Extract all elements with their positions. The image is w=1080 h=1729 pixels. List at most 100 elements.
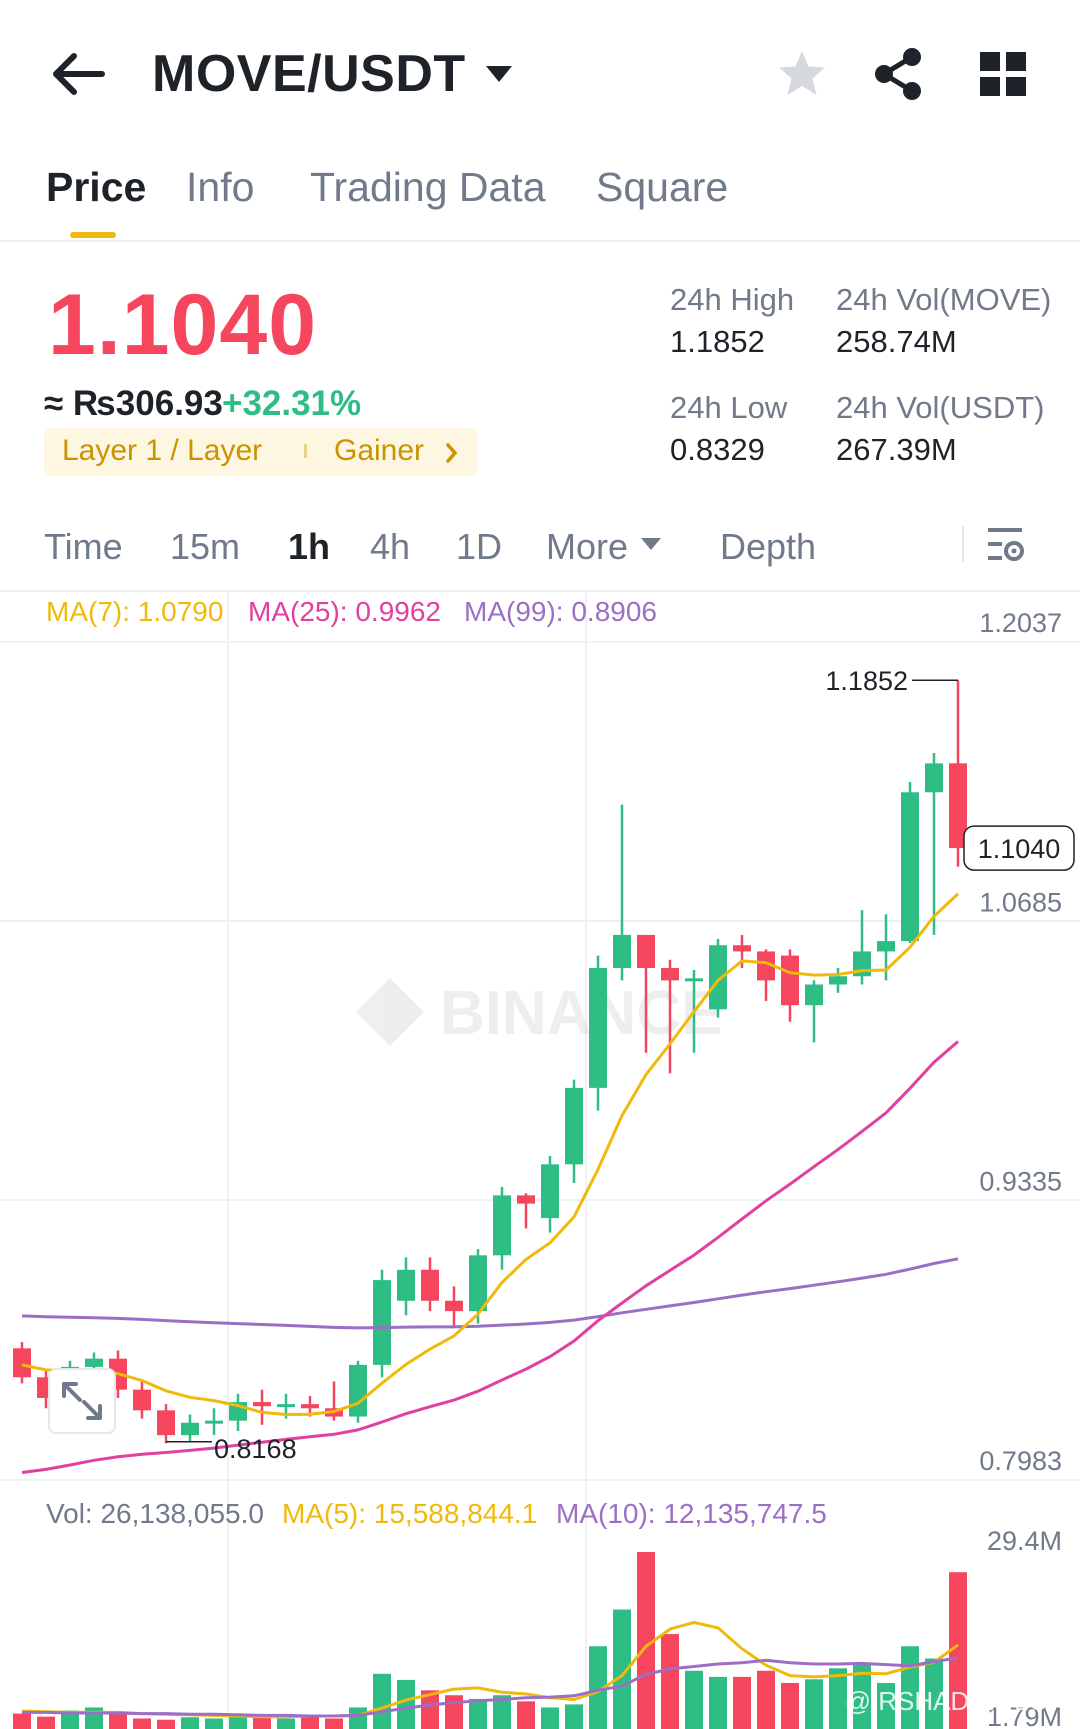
candle-body bbox=[565, 1087, 583, 1165]
candle[interactable] bbox=[373, 1269, 391, 1378]
trading-pair-title[interactable]: MOVE/USDT bbox=[152, 45, 466, 103]
tab-trading-data[interactable]: Trading Data bbox=[310, 164, 546, 210]
volume-bar bbox=[397, 1679, 415, 1729]
candle[interactable] bbox=[349, 1360, 367, 1423]
candle[interactable] bbox=[157, 1404, 175, 1444]
volume-bar bbox=[805, 1679, 823, 1729]
vol-quote-label: 24h Vol(USDT) bbox=[836, 390, 1045, 425]
caret-down-icon[interactable] bbox=[484, 62, 514, 86]
candle[interactable] bbox=[901, 781, 919, 944]
tag-gainer[interactable]: Gainer bbox=[334, 434, 425, 467]
user-watermark: @IRSHAD HULCH bbox=[844, 1686, 1066, 1716]
candle[interactable] bbox=[469, 1249, 487, 1324]
volume-bar bbox=[541, 1707, 559, 1729]
candle[interactable] bbox=[733, 934, 751, 968]
volume-bar bbox=[85, 1707, 103, 1729]
tags-pill[interactable] bbox=[44, 428, 478, 476]
candle[interactable] bbox=[13, 1342, 31, 1384]
candle[interactable] bbox=[493, 1187, 511, 1270]
candle[interactable] bbox=[829, 967, 847, 993]
candle[interactable] bbox=[637, 934, 655, 1053]
more-caret-down-icon[interactable] bbox=[640, 536, 662, 552]
candle-body bbox=[157, 1410, 175, 1436]
expand-icon bbox=[62, 1382, 102, 1420]
volume-bar bbox=[37, 1716, 55, 1729]
candle-body bbox=[709, 945, 727, 1010]
volume-bar bbox=[133, 1718, 151, 1729]
volume-bar bbox=[301, 1716, 319, 1729]
candle[interactable] bbox=[133, 1381, 151, 1419]
ma25-legend: MA(25): 0.9962 bbox=[248, 596, 441, 627]
candle[interactable] bbox=[421, 1257, 439, 1312]
vol-ma10-legend: MA(10): 12,135,747.5 bbox=[556, 1498, 827, 1529]
volume-bar bbox=[853, 1664, 871, 1729]
candle-body bbox=[301, 1404, 319, 1409]
candle[interactable] bbox=[205, 1408, 223, 1436]
volume-bar bbox=[565, 1704, 583, 1729]
tab-price[interactable]: Price bbox=[46, 164, 147, 210]
volume-bar bbox=[205, 1718, 223, 1729]
candle[interactable] bbox=[229, 1393, 247, 1432]
candle[interactable] bbox=[565, 1079, 583, 1183]
candlestick-chart[interactable]: BINANCE 1.2037 1.0685 0.9335 0.7983 29.4M 1.… bbox=[0, 590, 1080, 1729]
candle[interactable] bbox=[253, 1389, 271, 1425]
ma7-legend: MA(7): 1.0790 bbox=[46, 596, 224, 627]
candle[interactable] bbox=[661, 959, 679, 1074]
fiat-price: ≈ ₨306.93 bbox=[44, 384, 223, 423]
candle[interactable] bbox=[949, 680, 967, 867]
tab-info[interactable]: Info bbox=[186, 164, 255, 210]
interval-depth[interactable]: Depth bbox=[720, 526, 817, 567]
volume-bar bbox=[637, 1552, 655, 1729]
candle[interactable] bbox=[925, 753, 943, 935]
candle-body bbox=[85, 1358, 103, 1367]
candle[interactable] bbox=[757, 949, 775, 1002]
candle[interactable] bbox=[781, 949, 799, 1022]
svg-text:BINANCE: BINANCE bbox=[440, 979, 722, 1048]
candle[interactable] bbox=[805, 980, 823, 1043]
volume-bar bbox=[157, 1719, 175, 1729]
volume-bar bbox=[469, 1698, 487, 1729]
candle[interactable] bbox=[589, 955, 607, 1111]
candle[interactable] bbox=[517, 1193, 535, 1229]
volume-bar bbox=[709, 1676, 727, 1729]
interval-time[interactable]: Time bbox=[44, 526, 123, 567]
candle[interactable] bbox=[181, 1414, 199, 1442]
volume-bar bbox=[181, 1717, 199, 1729]
candle[interactable] bbox=[325, 1381, 343, 1421]
candle[interactable] bbox=[709, 939, 727, 1018]
candle-body bbox=[277, 1404, 295, 1408]
tab-square[interactable]: Square bbox=[596, 164, 729, 210]
interval-1h[interactable]: 1h bbox=[288, 526, 331, 567]
candle-body bbox=[445, 1300, 463, 1312]
interval-divider bbox=[0, 590, 1080, 592]
tag-layer[interactable]: Layer 1 / Layer bbox=[62, 434, 263, 467]
back-arrow-icon[interactable] bbox=[48, 46, 108, 102]
ma99-line bbox=[21, 1257, 959, 1330]
share-icon[interactable] bbox=[872, 46, 924, 102]
volume-bar bbox=[109, 1713, 127, 1729]
current-price-box[interactable] bbox=[963, 825, 1075, 871]
candle-body bbox=[589, 967, 607, 1088]
candle[interactable] bbox=[541, 1156, 559, 1233]
candle[interactable] bbox=[397, 1257, 415, 1316]
fullscreen-button[interactable] bbox=[48, 1368, 116, 1434]
interval-15m[interactable]: 15m bbox=[170, 526, 241, 567]
volume-bar bbox=[661, 1634, 679, 1729]
volume-bar bbox=[277, 1718, 295, 1729]
grid-menu-icon[interactable] bbox=[980, 52, 1028, 98]
candle[interactable] bbox=[445, 1286, 463, 1328]
star-icon[interactable] bbox=[776, 48, 828, 100]
candle[interactable] bbox=[613, 804, 631, 981]
candle-body bbox=[253, 1402, 271, 1407]
volume-bar bbox=[421, 1690, 439, 1729]
interval-more[interactable]: More bbox=[546, 526, 629, 567]
ma25-line bbox=[21, 1040, 959, 1474]
chart-settings-icon[interactable] bbox=[986, 524, 1026, 568]
ma7-line bbox=[21, 892, 960, 1417]
low-value: 0.8329 bbox=[670, 432, 765, 467]
interval-4h[interactable]: 4h bbox=[370, 526, 411, 567]
interval-1d[interactable]: 1D bbox=[456, 526, 503, 567]
interval-separator bbox=[962, 526, 964, 562]
volume-bar bbox=[589, 1646, 607, 1729]
change-percent: +32.31% bbox=[222, 384, 362, 423]
